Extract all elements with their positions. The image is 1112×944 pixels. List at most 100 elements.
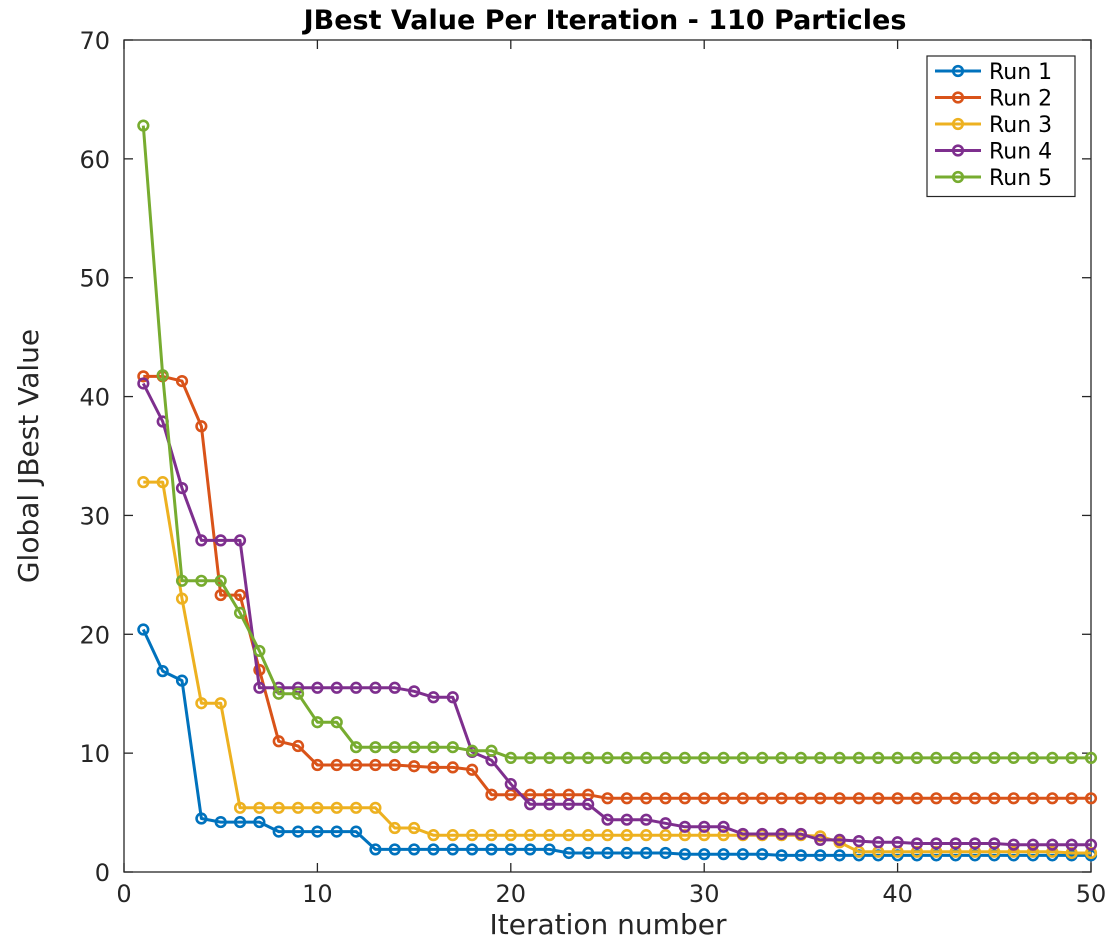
- data-point: [214, 588, 227, 602]
- data-point: [388, 758, 401, 772]
- data-point: [582, 798, 595, 811]
- data-point: [582, 751, 595, 764]
- data-point: [582, 829, 595, 842]
- data-point: [814, 833, 827, 847]
- data-point: [524, 829, 537, 842]
- data-point: [794, 827, 808, 841]
- data-point: [253, 815, 266, 829]
- data-point: [756, 827, 769, 841]
- data-point: [872, 751, 885, 764]
- data-point: [349, 758, 363, 772]
- data-point: [427, 761, 440, 774]
- data-point: [968, 792, 982, 805]
- legend-label: Run 5: [989, 166, 1052, 191]
- data-point: [640, 751, 653, 764]
- data-point: [446, 761, 459, 774]
- data-point: [910, 792, 924, 805]
- data-point: [408, 741, 421, 754]
- data-point: [291, 687, 305, 700]
- data-point: [852, 751, 866, 764]
- data-point: [1007, 751, 1020, 764]
- data-point: [756, 792, 769, 805]
- data-point: [678, 751, 691, 764]
- data-point: [601, 846, 614, 860]
- data-point: [330, 758, 343, 772]
- data-point: [466, 829, 479, 842]
- data-point: [233, 534, 247, 547]
- data-point: [1065, 792, 1078, 805]
- data-point: [156, 476, 169, 489]
- data-point: [485, 744, 498, 757]
- y-tick-label: 30: [79, 502, 110, 530]
- data-point: [794, 792, 808, 805]
- data-point: [659, 751, 672, 764]
- data-point: [872, 792, 885, 805]
- data-point: [1046, 845, 1059, 858]
- data-point: [601, 792, 614, 805]
- data-point: [833, 751, 846, 764]
- data-point: [988, 792, 1001, 805]
- data-point: [524, 798, 537, 811]
- data-point: [736, 827, 749, 841]
- data-point: [640, 813, 653, 826]
- legend-marker: [951, 91, 965, 104]
- data-point: [717, 848, 730, 861]
- data-point: [388, 741, 401, 754]
- data-point: [272, 687, 285, 700]
- data-point: [775, 827, 788, 841]
- data-point: [175, 574, 189, 587]
- data-point: [291, 801, 305, 814]
- data-point: [717, 792, 730, 805]
- data-point: [794, 751, 808, 764]
- data-point: [1026, 751, 1040, 764]
- data-point: [717, 751, 730, 764]
- data-point: [427, 741, 440, 754]
- data-point: [214, 574, 227, 587]
- data-point: [388, 821, 401, 835]
- data-point: [272, 825, 285, 838]
- data-point: [504, 829, 517, 842]
- data-point: [949, 837, 962, 850]
- data-point: [485, 843, 498, 856]
- data-point: [756, 751, 769, 764]
- data-point: [814, 849, 827, 862]
- data-point: [620, 829, 633, 842]
- data-point: [930, 751, 943, 764]
- legend-label: Run 4: [989, 140, 1052, 165]
- data-point: [640, 829, 653, 842]
- y-tick-label: 60: [79, 146, 110, 174]
- data-point: [1046, 751, 1059, 764]
- data-point: [1065, 751, 1078, 764]
- data-point: [311, 801, 324, 814]
- data-point: [562, 829, 575, 842]
- data-point: [369, 758, 382, 772]
- data-point: [736, 792, 749, 805]
- data-point: [369, 741, 382, 754]
- data-point: [698, 820, 711, 833]
- data-point: [330, 681, 343, 694]
- data-point: [349, 741, 363, 754]
- plot-area-frame: [123, 39, 1092, 873]
- data-point: [195, 574, 208, 587]
- data-point: [485, 788, 498, 801]
- data-point: [408, 685, 421, 698]
- data-point: [1026, 838, 1040, 851]
- data-point: [1046, 838, 1059, 851]
- data-point: [775, 792, 788, 805]
- x-tick-label: 30: [689, 880, 720, 908]
- y-tick-label: 40: [79, 384, 110, 412]
- data-point: [330, 801, 343, 814]
- data-point: [233, 815, 247, 829]
- data-point: [504, 751, 517, 764]
- data-point: [775, 751, 788, 764]
- data-point: [988, 751, 1001, 764]
- data-point: [233, 801, 247, 814]
- data-point: [369, 681, 382, 694]
- data-point: [214, 534, 227, 547]
- data-point: [446, 843, 459, 856]
- data-point: [930, 837, 943, 850]
- series-line: [143, 480, 1091, 855]
- data-point: [891, 792, 904, 805]
- data-point: [678, 820, 691, 833]
